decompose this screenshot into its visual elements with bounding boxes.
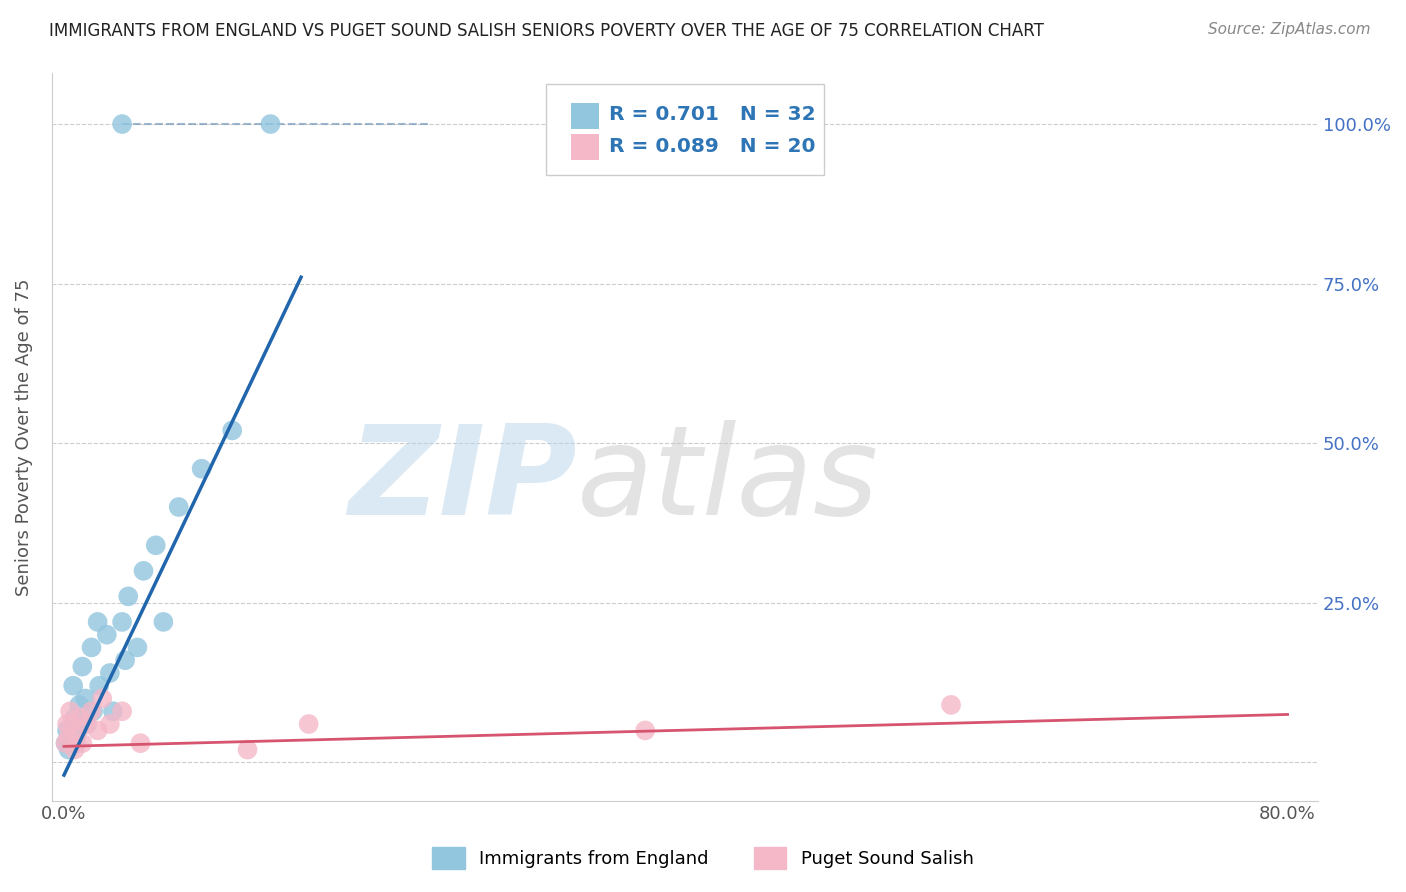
Point [167, 500, 190, 514]
FancyBboxPatch shape [571, 103, 599, 129]
Text: Source: ZipAtlas.com: Source: ZipAtlas.com [1208, 22, 1371, 37]
Point [129, 736, 152, 750]
Point [56, 723, 79, 738]
Point [76, 717, 98, 731]
Point [58, 742, 80, 756]
Point [114, 653, 136, 667]
Point [101, 704, 124, 718]
Point [190, 461, 212, 475]
Point [236, 742, 259, 756]
Point [91, 691, 114, 706]
Point [111, 117, 134, 131]
Point [939, 698, 962, 712]
Point [132, 564, 155, 578]
Point [259, 117, 281, 131]
Point [117, 590, 139, 604]
Point [80, 704, 103, 718]
Point [80, 640, 103, 655]
Point [62, 679, 84, 693]
Point [55, 736, 77, 750]
Point [98, 665, 121, 680]
Point [145, 538, 167, 552]
Point [298, 717, 321, 731]
Point [66, 723, 89, 738]
Point [111, 615, 134, 629]
Point [59, 704, 82, 718]
Point [221, 424, 243, 438]
Point [59, 730, 82, 744]
Point [82, 704, 104, 718]
Point [63, 742, 86, 756]
Text: atlas: atlas [578, 420, 879, 541]
Point [76, 717, 98, 731]
Point [55, 736, 77, 750]
Text: ZIP: ZIP [349, 420, 578, 541]
Point [60, 717, 83, 731]
Point [96, 628, 118, 642]
Y-axis label: Seniors Poverty Over the Age of 75: Seniors Poverty Over the Age of 75 [15, 278, 32, 596]
Point [72, 659, 94, 673]
Point [111, 704, 134, 718]
Point [65, 730, 87, 744]
Point [89, 679, 111, 693]
Point [65, 736, 87, 750]
FancyBboxPatch shape [546, 84, 824, 175]
Point [86, 723, 108, 738]
FancyBboxPatch shape [571, 134, 599, 161]
Point [98, 717, 121, 731]
Point [58, 730, 80, 744]
Point [67, 698, 90, 712]
Point [73, 717, 96, 731]
Legend: Immigrants from England, Puget Sound Salish: Immigrants from England, Puget Sound Sal… [423, 838, 983, 879]
Point [152, 615, 174, 629]
Point [634, 723, 657, 738]
Point [75, 691, 97, 706]
Point [63, 711, 86, 725]
Point [67, 711, 90, 725]
Point [127, 640, 149, 655]
Text: IMMIGRANTS FROM ENGLAND VS PUGET SOUND SALISH SENIORS POVERTY OVER THE AGE OF 75: IMMIGRANTS FROM ENGLAND VS PUGET SOUND S… [49, 22, 1045, 40]
Point [56, 717, 79, 731]
Point [86, 615, 108, 629]
Point [72, 736, 94, 750]
Text: R = 0.089   N = 20: R = 0.089 N = 20 [609, 137, 815, 156]
Text: R = 0.701   N = 32: R = 0.701 N = 32 [609, 105, 815, 124]
